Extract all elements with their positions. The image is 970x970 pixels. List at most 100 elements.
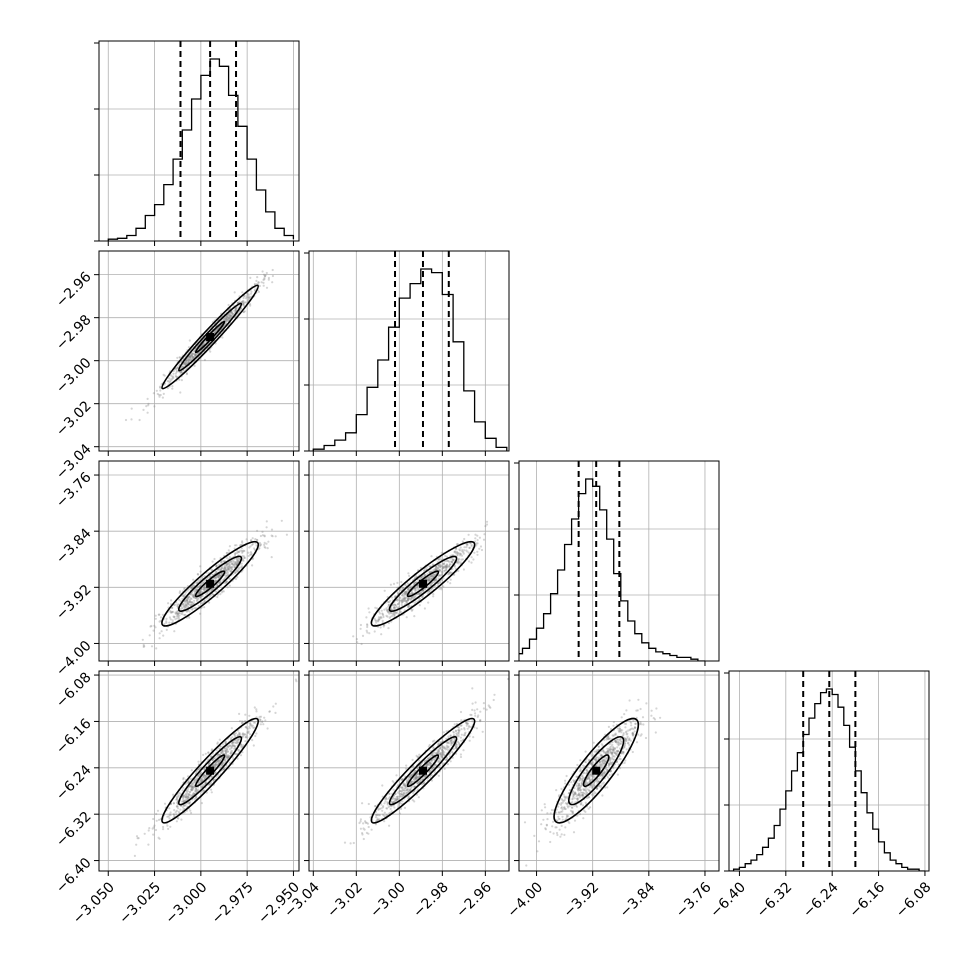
sample-point: [450, 743, 453, 747]
sample-point: [195, 789, 198, 792]
sample-point: [401, 795, 404, 798]
sample-point: [377, 819, 380, 822]
sample-point: [192, 356, 195, 359]
sample-point: [240, 549, 244, 553]
sample-point: [449, 571, 452, 574]
density-peak: [419, 579, 427, 588]
sample-point: [460, 558, 463, 561]
sample-point: [448, 742, 451, 745]
sample-point: [167, 827, 170, 831]
sample-point: [202, 588, 205, 591]
sample-point: [143, 832, 146, 835]
sample-point: [199, 565, 202, 568]
sample-point: [440, 755, 443, 758]
sample-point: [439, 753, 443, 756]
sample-point: [258, 718, 261, 721]
sample-point: [578, 779, 581, 782]
sample-point: [377, 618, 381, 621]
sample-point: [403, 784, 406, 787]
sample-point: [189, 586, 193, 590]
sample-point: [467, 724, 471, 728]
sample-point: [428, 763, 431, 767]
sample-point: [214, 762, 217, 765]
sample-point: [201, 602, 204, 605]
sample-point: [234, 741, 237, 745]
sample-point: [217, 575, 220, 578]
sample-point: [459, 710, 463, 714]
sample-point: [234, 565, 237, 568]
sample-point: [216, 576, 219, 579]
sample-point: [405, 764, 408, 767]
sample-point: [362, 822, 365, 825]
sample-point: [217, 568, 220, 571]
sample-point: [190, 789, 193, 792]
sample-point: [364, 820, 367, 823]
sample-point: [185, 598, 188, 601]
sample-point: [188, 355, 191, 358]
sample-point: [243, 733, 246, 736]
sample-point: [429, 762, 432, 765]
sample-point: [169, 825, 172, 828]
sample-point: [234, 734, 237, 738]
sample-point: [265, 520, 268, 523]
sample-point: [462, 551, 465, 554]
sample-point: [163, 802, 167, 805]
sample-point: [175, 367, 178, 370]
sample-point: [202, 342, 206, 346]
sample-point: [237, 729, 240, 732]
sample-point: [191, 594, 194, 597]
sample-point: [568, 805, 571, 808]
sample-point: [230, 750, 233, 753]
sample-point: [624, 740, 627, 743]
sample-point: [193, 353, 196, 356]
sample-point: [381, 613, 384, 616]
sample-point: [593, 758, 597, 761]
sample-point: [167, 380, 170, 383]
sample-point: [387, 797, 390, 800]
sample-point: [476, 539, 479, 542]
sample-point: [235, 742, 239, 745]
sample-point: [397, 603, 400, 606]
sample-point: [236, 301, 240, 304]
sample-point: [191, 354, 194, 357]
sample-point: [457, 728, 460, 731]
sample-point: [418, 774, 421, 777]
sample-point: [196, 586, 199, 589]
sample-point: [224, 741, 227, 745]
sample-point: [215, 576, 218, 579]
sample-point: [365, 629, 368, 632]
sample-point: [257, 281, 260, 284]
sample-point: [243, 295, 246, 298]
sample-point: [193, 353, 196, 356]
sample-point: [449, 578, 452, 581]
sample-point: [172, 813, 176, 816]
sample-point: [246, 727, 249, 731]
sample-point: [186, 798, 189, 801]
sample-point: [563, 806, 566, 809]
sample-point: [389, 612, 392, 615]
sample-point: [228, 761, 231, 765]
sample-point: [153, 405, 156, 408]
sample-point: [476, 553, 479, 556]
sample-point: [586, 788, 589, 791]
sample-point: [226, 750, 230, 753]
sample-point: [410, 780, 414, 783]
sample-point: [186, 797, 189, 801]
sample-point: [404, 792, 407, 795]
sample-point: [181, 606, 184, 609]
sample-point: [432, 593, 435, 596]
sample-point: [233, 291, 236, 294]
sample-point: [618, 727, 621, 730]
sample-point: [229, 569, 232, 572]
sample-point: [190, 785, 193, 788]
sample-point: [431, 574, 434, 577]
sample-point: [246, 299, 250, 302]
sample-point: [427, 579, 430, 582]
sample-point: [434, 752, 437, 755]
sample-point: [373, 617, 376, 620]
sample-point: [585, 780, 588, 784]
sample-point: [159, 393, 162, 397]
sample-point: [420, 591, 423, 594]
sample-point: [238, 566, 241, 569]
sample-point: [452, 747, 455, 751]
